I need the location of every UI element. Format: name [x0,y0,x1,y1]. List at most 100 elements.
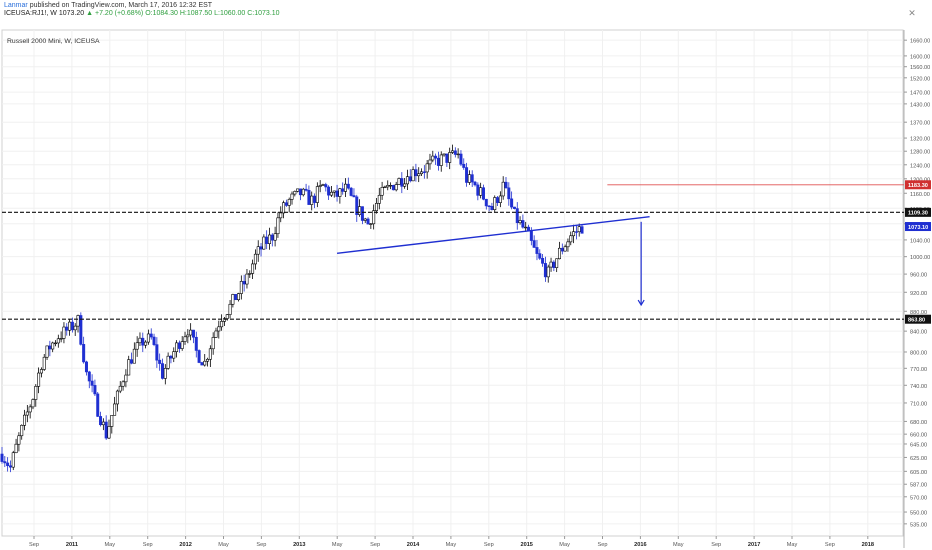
candle-body [521,220,525,228]
candle-body [104,421,108,439]
candle-body [386,185,390,188]
candle-body [557,247,561,260]
candle-body [51,342,55,350]
candle-body [290,193,294,200]
candle-body [391,184,395,191]
x-tick-label: 2015 [520,542,532,548]
x-tick-label: 2017 [748,542,760,548]
candle-body [251,263,255,274]
candle-body [532,240,536,248]
candle-body [572,231,576,237]
candle-body [310,195,314,205]
candle-body [431,155,435,161]
candle-body [318,185,322,187]
candle-body [284,202,288,206]
candle-body [79,315,83,345]
candle-body [99,416,103,426]
candle-body [56,338,60,344]
x-tick-label: May [673,542,684,548]
candle-body [504,181,508,189]
y-tick-label: 1470.00 [910,91,930,97]
y-tick-label: 625.00 [910,456,927,462]
candle-body [248,273,252,275]
candle-body [380,187,384,196]
candle-body [518,220,522,224]
y-tick-label: 1370.00 [910,121,930,127]
candle-body [3,461,7,464]
candle-body [341,188,345,192]
publish-text: published on TradingView.com, March 17, … [29,2,213,9]
x-tick-label: 2011 [66,542,78,548]
candle-body [473,181,477,186]
x-tick-label: Sep [484,542,494,548]
candle-body [470,174,474,183]
candle-body [189,329,193,336]
candle-body [37,372,41,387]
last-price-tag [905,222,931,232]
candle-body [411,169,415,182]
candle-body [389,184,393,187]
candle-body [256,246,260,255]
y-tick-label: 587.00 [910,483,927,489]
candle-body [59,338,63,340]
candle-body [529,230,533,241]
candle-body [208,348,212,360]
candle-body [428,159,432,165]
candle-body [425,163,429,173]
ohlc-readout: ICEUSA:RJ1!, W 1073.20 ▲ +7.20 (+0.68%) … [4,10,280,17]
candle-body [420,171,424,175]
candle-body [130,359,134,364]
candle-body [566,241,570,248]
low-value: L:1060.00 [214,10,246,17]
candle-body [346,183,350,189]
candle-body [329,191,333,196]
candle-body [436,157,440,166]
x-tick-label: May [332,542,343,548]
candle-body [141,337,145,346]
close-icon[interactable]: ✕ [908,8,916,18]
candle-body [23,414,27,426]
candle-body [25,411,29,416]
candle-body [42,356,46,370]
candle-body [298,188,302,196]
candle-body [48,345,52,350]
candle-body [344,183,348,192]
x-tick-label: Sep [370,542,380,548]
candle-body [481,187,485,200]
y-tick-label: 1000.00 [910,255,930,261]
level-tag [905,314,931,324]
author-link[interactable]: Lanmar [4,2,28,9]
candle-body [231,294,235,305]
y-tick-label: 1660.00 [910,39,930,45]
candle-body [524,226,528,229]
candle-body [417,173,421,177]
candle-body [538,253,542,259]
last-value: 1073.20 [58,10,85,17]
candle-body [6,462,10,467]
candle-body [62,326,66,339]
candle-body [287,199,291,206]
candle-body [439,154,443,166]
candle-body [253,253,257,265]
candle-body [577,226,581,233]
x-tick-label: 2013 [293,542,305,548]
candle-body [363,218,367,221]
candle-body [394,184,398,191]
y-tick-label: 1160.00 [910,192,930,198]
level-tag-label: 1109.30 [908,211,928,217]
candle-body [191,329,195,338]
candle-body [214,330,218,338]
change-value: ▲ +7.20 (+0.68%) [86,10,144,17]
candle-body [400,178,404,187]
candle-body [490,206,494,210]
candle-body [296,188,300,192]
chart-title: Russell 2000 Mini, W, ICEUSA [7,38,100,45]
candle-body [465,167,469,183]
candle-body [456,153,460,156]
candle-body [237,293,241,301]
candle-body [39,369,43,374]
candle-body [352,195,356,198]
level-tag-label: 863.80 [908,318,925,324]
candle-body [203,360,207,366]
